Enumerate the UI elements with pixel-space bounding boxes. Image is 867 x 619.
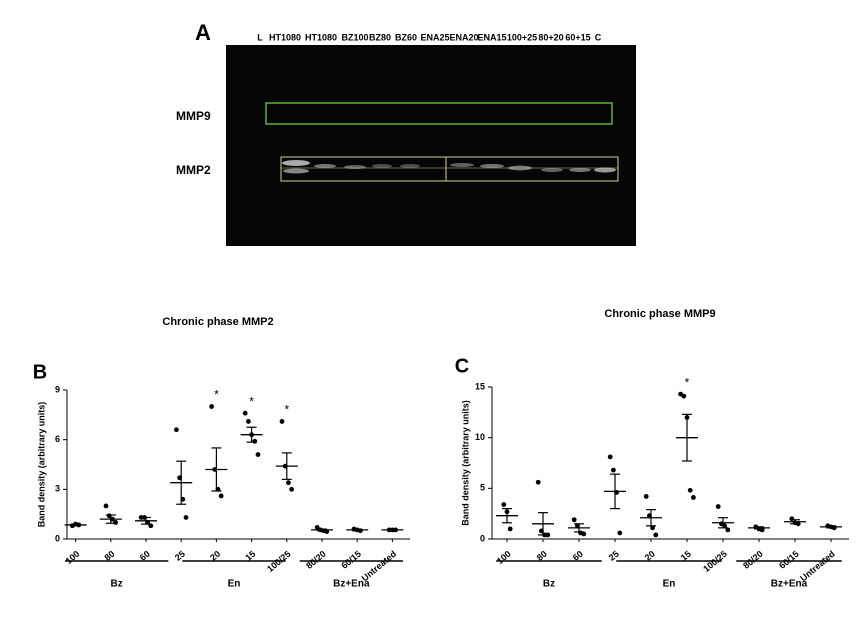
significance-mark: * (249, 394, 254, 408)
lane-label: HT1080 (269, 32, 301, 42)
data-point (289, 486, 294, 492)
lane-label: 60+15 (565, 32, 590, 42)
data-point (183, 515, 189, 520)
x-tick-label: 25 (173, 549, 187, 563)
gel-header (226, 25, 636, 45)
x-tick-label: 100 (495, 549, 513, 566)
group-label: En (228, 579, 241, 590)
data-point (103, 503, 109, 509)
data-point (113, 520, 118, 525)
x-tick-label: 60/15 (777, 549, 801, 571)
y-axis-label: Band density (arbitrary units) (36, 402, 46, 528)
data-point (687, 487, 693, 493)
group-label: En (663, 579, 676, 590)
y-tick-label: 10 (475, 432, 485, 442)
x-tick-label: 15 (679, 549, 693, 563)
significance-mark: * (284, 403, 289, 417)
data-point (681, 393, 687, 399)
data-point (252, 438, 258, 444)
panel-label: A (195, 20, 211, 45)
x-tick-label: 60 (138, 549, 152, 563)
lane-label: BZ100 (341, 32, 368, 42)
group-label: Bz (543, 579, 555, 590)
x-tick-label: 60/15 (339, 549, 363, 571)
y-tick-label: 0 (55, 533, 60, 543)
x-tick-label: 20 (643, 549, 657, 563)
data-point (691, 495, 696, 500)
gel-bands (282, 160, 616, 174)
chart-title: Chronic phase MMP9 (604, 308, 715, 320)
lane-label: ENA25 (420, 32, 449, 42)
lane-label: C (595, 32, 602, 42)
y-tick-label: 3 (55, 484, 60, 494)
y-tick-label: 0 (480, 533, 485, 543)
gel-image (226, 45, 636, 246)
data-point (242, 410, 248, 416)
significance-mark: * (685, 375, 690, 389)
significance-mark: * (214, 388, 219, 402)
x-tick-label: 15 (243, 549, 257, 563)
data-point (653, 532, 659, 538)
data-point (611, 467, 616, 473)
y-tick-label: 5 (480, 483, 485, 493)
y-axis-label: Band density (arbitrary units) (460, 400, 470, 526)
group-label: Bz+Ena (333, 579, 370, 590)
data-point (246, 419, 251, 424)
data-point (218, 493, 224, 499)
data-point (507, 526, 513, 532)
band-label: MMP2 (176, 163, 211, 177)
mmp2-roi (280, 156, 619, 182)
lane-label: ENA20 (449, 32, 478, 42)
lane-label: BZ80 (369, 32, 391, 42)
data-point (715, 504, 721, 509)
mmp9-roi (265, 102, 613, 125)
data-point (501, 502, 507, 507)
data-point (789, 516, 795, 522)
lane-label: BZ60 (395, 32, 417, 42)
data-point (286, 480, 291, 486)
data-point (607, 454, 613, 460)
data-point (581, 531, 587, 537)
lane-label: 80+20 (538, 32, 563, 42)
data-point (279, 419, 285, 424)
data-point (535, 479, 541, 485)
chart-title: Chronic phase MMP2 (162, 316, 273, 328)
group-label: Bz+Ena (771, 579, 808, 590)
panel-label: C (455, 355, 469, 377)
data-point (643, 494, 649, 499)
data-point (571, 517, 577, 523)
y-tick-label: 6 (55, 434, 60, 444)
y-tick-label: 15 (475, 381, 485, 391)
band-label: MMP9 (176, 109, 211, 123)
data-point (650, 525, 655, 531)
x-tick-label: 80/20 (304, 549, 328, 571)
data-point (255, 452, 261, 457)
x-tick-label: 100 (63, 549, 81, 566)
x-tick-label: 60 (571, 549, 585, 563)
lane-label: L (257, 32, 263, 42)
panel-label: B (33, 361, 47, 383)
x-tick-label: 80 (103, 549, 117, 563)
x-tick-label: 25 (607, 549, 621, 563)
x-tick-label: 80/20 (741, 549, 765, 571)
group-label: Bz (111, 579, 123, 590)
x-tick-label: 20 (208, 549, 222, 563)
data-point (725, 527, 731, 533)
data-point (617, 530, 623, 536)
data-point (174, 427, 179, 433)
lane-label: HT1080 (305, 32, 337, 42)
lane-label: 100+25 (507, 32, 537, 42)
x-tick-label: 80 (535, 549, 549, 563)
y-tick-label: 9 (55, 384, 60, 394)
data-point (209, 404, 215, 409)
lane-label: ENA15 (477, 32, 506, 42)
